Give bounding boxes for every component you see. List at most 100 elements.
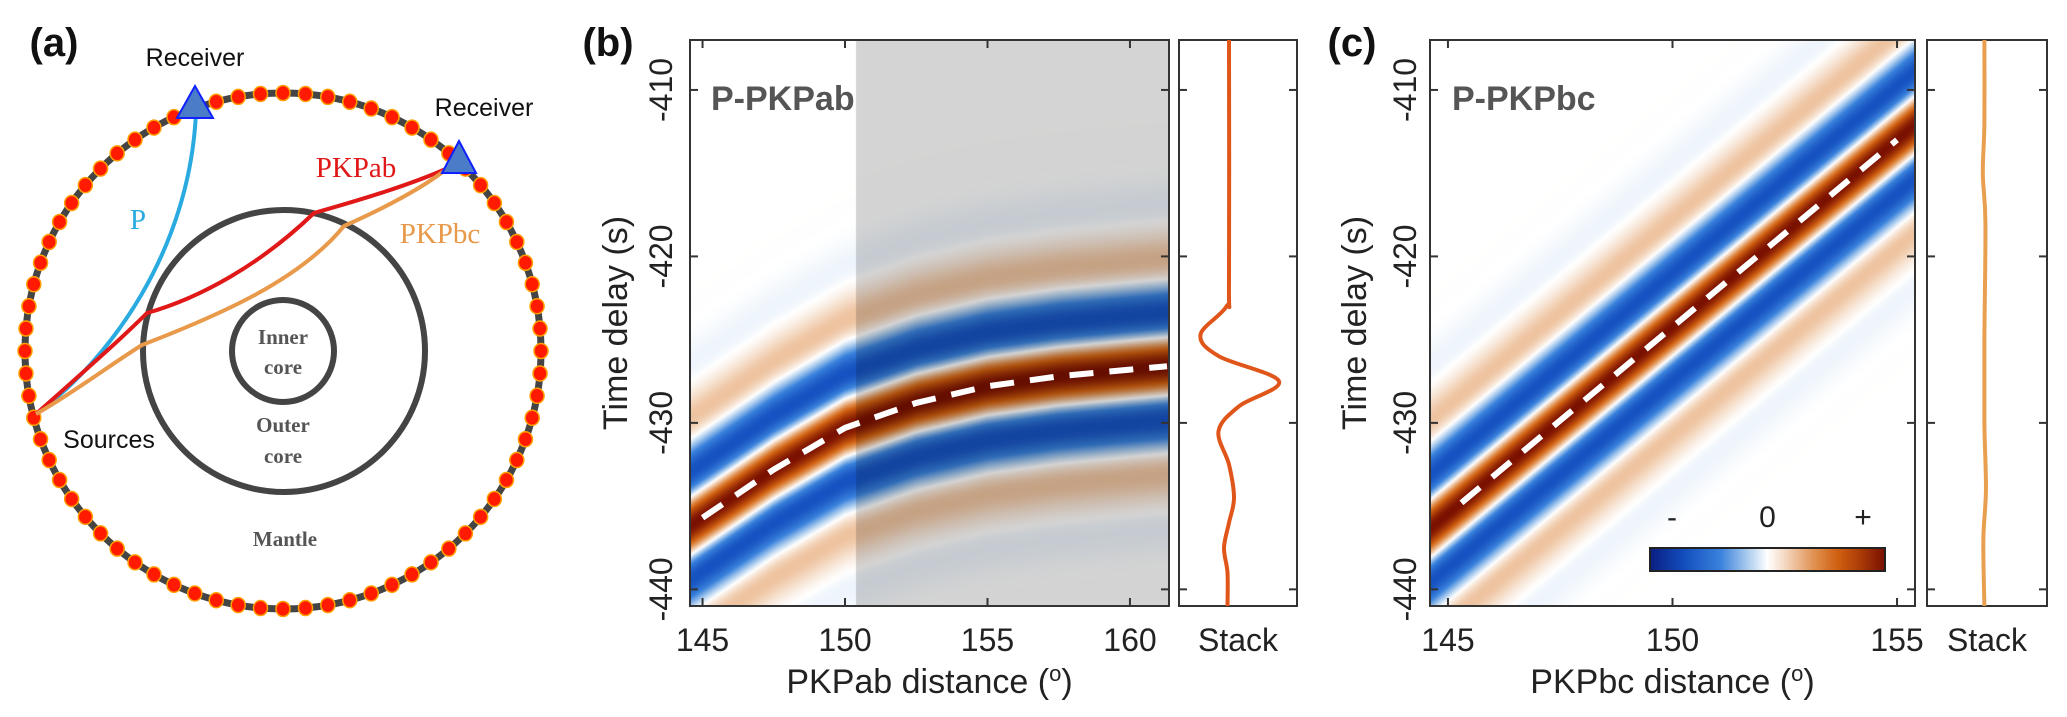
- station-dot: [472, 176, 489, 194]
- station-dot: [252, 599, 269, 617]
- receiver-triangle-icon: [175, 83, 215, 119]
- plot-frame: [689, 39, 1170, 607]
- x-tick-label: 145: [1421, 622, 1474, 658]
- outer-core-boundary: [140, 207, 428, 495]
- station-dot: [297, 85, 314, 103]
- receiver-label-left: Receiver: [146, 44, 245, 72]
- inner-core-label: Inner: [258, 325, 308, 349]
- station-dot: [41, 233, 57, 251]
- station-dot: [63, 490, 80, 508]
- stack-trace: [1980, 39, 1988, 607]
- x-axis-label: PKPbc distance (o): [1530, 661, 1814, 701]
- panel-label: (b): [582, 21, 633, 65]
- station-dot: [77, 176, 94, 194]
- station-dot: [486, 194, 503, 212]
- station-dot: [532, 365, 548, 382]
- station-dot: [21, 297, 37, 315]
- x-tick-label: 150: [1646, 622, 1699, 658]
- station-dot: [32, 430, 49, 448]
- x-axis-unit-close: ): [1803, 663, 1814, 701]
- x-tick-label: 155: [961, 622, 1014, 658]
- panel-label: (c): [1328, 21, 1377, 65]
- y-tick-label: -430: [1387, 391, 1423, 455]
- stack-frame: [1178, 39, 1298, 607]
- x-axis-label-text: PKPab distance: [786, 663, 1028, 701]
- outer-core-label: Outer: [256, 413, 310, 437]
- inner-core-label-2: core: [264, 355, 302, 379]
- station-dot: [109, 540, 125, 557]
- station-dot: [21, 387, 37, 405]
- stack-frame: [1926, 39, 2048, 607]
- x-axis-label-text: PKPbc distance: [1530, 663, 1770, 701]
- station-dot: [342, 591, 358, 609]
- station-dot: [92, 160, 109, 177]
- y-tick-label: -440: [643, 557, 679, 621]
- x-axis-unit-degree: o: [1791, 661, 1803, 686]
- phase-label-p: P: [130, 204, 146, 236]
- station-dot: [423, 554, 439, 571]
- station-dot: [533, 342, 549, 360]
- mantle-label: Mantle: [253, 527, 317, 551]
- x-axis-unit-open: (: [1028, 663, 1049, 701]
- x-tick-label: 155: [1870, 622, 1923, 658]
- station-dot: [486, 490, 503, 508]
- station-dot: [457, 525, 474, 542]
- colorbar-label: 0: [1759, 501, 1776, 534]
- station-dot: [230, 596, 246, 614]
- station-dot: [187, 585, 203, 602]
- station-dot: [342, 93, 358, 111]
- station-dot: [509, 451, 525, 469]
- phase-annotation: P-PKPbc: [1452, 80, 1596, 118]
- station-dot: [63, 194, 80, 212]
- station-dot: [18, 365, 34, 382]
- colorbar-label: +: [1854, 501, 1872, 534]
- station-dot: [384, 576, 400, 594]
- x-axis-unit-open: (: [1770, 663, 1791, 701]
- station-dot: [363, 100, 379, 117]
- y-axis-label: Time delay (s): [597, 216, 635, 430]
- station-dot: [404, 566, 420, 583]
- chart-panel-b: 145 150 155 160 -410 -420 -430 -440 Time delay (…: [582, 21, 1298, 701]
- station-dot: [404, 119, 420, 136]
- station-dots: [17, 84, 549, 618]
- station-dot: [441, 540, 457, 557]
- station-dot: [51, 213, 68, 231]
- station-dot: [77, 508, 94, 526]
- phase-label-pkpbc: PKPbc: [400, 218, 481, 250]
- station-dot: [109, 145, 125, 162]
- station-dot: [208, 93, 224, 111]
- predicted-arrival-dashed-line: [1459, 137, 1899, 506]
- chart-panel-c: 145 150 155 -410 -420 -430 -440 Time delay (s) P…: [1328, 21, 2048, 701]
- panel-a-earth-diagram: (a) Receiver Receiver PKPab P PKPbc Sour…: [17, 21, 549, 618]
- station-dot: [532, 320, 548, 337]
- station-dot: [423, 131, 439, 148]
- phase-annotation: P-PKPab: [711, 80, 855, 118]
- y-tick-label: -420: [643, 224, 679, 288]
- station-dot: [297, 599, 314, 617]
- inner-core-boundary: [229, 297, 337, 405]
- stack-label: Stack: [1198, 622, 1279, 658]
- receiver-triangle-icon: [440, 138, 478, 174]
- phase-label-pkpab: PKPab: [316, 152, 397, 184]
- heatmap-b: [690, 40, 1169, 606]
- y-tick-label: -410: [1387, 58, 1423, 122]
- x-tick-label: 145: [676, 622, 729, 658]
- station-dot: [529, 297, 545, 315]
- station-dot: [18, 320, 34, 337]
- station-dot: [498, 213, 515, 231]
- station-dot: [127, 554, 143, 571]
- station-dot: [32, 254, 49, 272]
- predicted-arrival-dashed-line: [700, 363, 1168, 521]
- station-dot: [252, 85, 269, 103]
- station-dot: [166, 576, 182, 594]
- sources-label: Sources: [63, 426, 155, 454]
- charts: 145 150 155 160 -410 -420 -430 -440 Time delay (…: [582, 21, 2048, 701]
- x-axis-unit-close: ): [1061, 663, 1072, 701]
- station-dot: [41, 451, 57, 469]
- colorbar: [1649, 547, 1886, 572]
- station-dot: [524, 409, 540, 427]
- station-dot: [92, 525, 109, 542]
- colorbar-gradient: [1650, 548, 1885, 571]
